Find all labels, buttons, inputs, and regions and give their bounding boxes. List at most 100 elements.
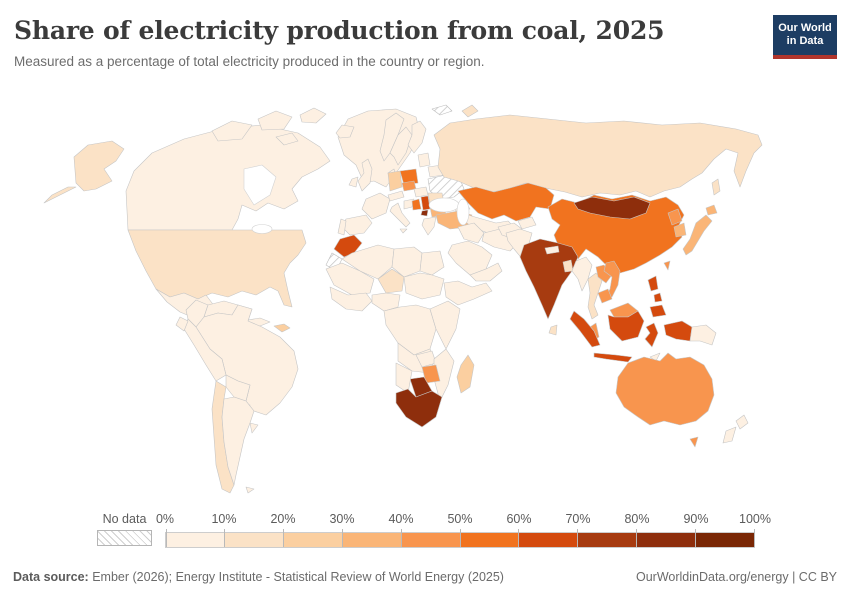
- country-bangladesh[interactable]: [562, 259, 574, 273]
- country-philippines-luzon[interactable]: [647, 275, 659, 292]
- country-yemen-oman[interactable]: [469, 262, 503, 282]
- country-algeria[interactable]: [341, 244, 395, 280]
- caspian-sea: [456, 198, 470, 226]
- country-india[interactable]: [519, 238, 579, 320]
- colorbar-bin-6[interactable]: [518, 533, 578, 547]
- owid-logo-line1: Our World: [778, 22, 832, 34]
- country-south-korea[interactable]: [673, 222, 687, 238]
- country-portugal[interactable]: [337, 218, 347, 236]
- country-canada-arctic-2[interactable]: [257, 110, 293, 131]
- country-greece[interactable]: [421, 216, 437, 236]
- country-argentina[interactable]: [221, 396, 255, 486]
- country-taiwan[interactable]: [663, 260, 671, 271]
- country-canada-arctic-3[interactable]: [299, 107, 327, 124]
- country-canada-arctic-4[interactable]: [275, 132, 299, 146]
- colorbar-bin-1[interactable]: [224, 533, 284, 547]
- country-finland[interactable]: [407, 120, 427, 154]
- colorbar-bin-8[interactable]: [636, 533, 696, 547]
- country-dominican-republic[interactable]: [273, 323, 291, 333]
- legend-no-data[interactable]: No data: [97, 512, 152, 546]
- country-sweden[interactable]: [389, 126, 413, 166]
- country-nigeria[interactable]: [371, 292, 401, 312]
- country-united-kingdom[interactable]: [357, 158, 373, 192]
- country-mongolia[interactable]: [573, 196, 651, 220]
- country-bosnia[interactable]: [411, 198, 422, 211]
- country-austria[interactable]: [387, 190, 405, 202]
- country-indonesia-sumatra[interactable]: [569, 310, 601, 348]
- country-uruguay[interactable]: [249, 422, 259, 434]
- country-united-states[interactable]: [127, 229, 307, 308]
- country-australia[interactable]: [615, 352, 715, 426]
- colorbar-bin-5[interactable]: [459, 533, 519, 547]
- country-mauritania-mali[interactable]: [325, 262, 375, 296]
- country-new-zealand-north[interactable]: [735, 414, 749, 430]
- no-data-swatch[interactable]: [97, 530, 152, 546]
- colorbar-tick-label: 50%: [447, 512, 473, 526]
- rights-link[interactable]: OurWorldinData.org/energy | CC BY: [635, 570, 837, 584]
- country-italy[interactable]: [389, 202, 411, 228]
- colorbar-bin-0[interactable]: [166, 533, 225, 547]
- country-philippines-mindanao[interactable]: [649, 304, 667, 318]
- colorbar-bin-2[interactable]: [283, 533, 343, 547]
- country-falklands[interactable]: [245, 486, 255, 494]
- colorbar-bin-3[interactable]: [342, 533, 402, 547]
- country-kyrgyzstan[interactable]: [517, 216, 537, 230]
- country-svalbard[interactable]: [431, 104, 453, 116]
- country-france[interactable]: [361, 192, 391, 220]
- country-ecuador[interactable]: [175, 316, 189, 332]
- country-sri-lanka[interactable]: [548, 324, 558, 336]
- country-kosovo[interactable]: [420, 209, 429, 217]
- country-cambodia[interactable]: [597, 288, 613, 304]
- country-germany[interactable]: [387, 170, 403, 192]
- country-indonesia-papua[interactable]: [663, 320, 693, 342]
- country-philippines-visayas[interactable]: [653, 292, 663, 303]
- country-laos[interactable]: [595, 264, 613, 284]
- country-ireland[interactable]: [348, 176, 359, 188]
- world-choropleth-map[interactable]: [0, 95, 850, 505]
- colorbar-bin-4[interactable]: [401, 533, 460, 547]
- country-iceland[interactable]: [335, 124, 355, 139]
- country-kazakhstan[interactable]: [457, 182, 555, 222]
- country-myanmar[interactable]: [571, 256, 593, 292]
- country-indonesia-kalimantan[interactable]: [607, 310, 645, 342]
- country-madagascar[interactable]: [456, 354, 475, 394]
- country-canada[interactable]: [125, 124, 331, 231]
- country-drc[interactable]: [383, 304, 437, 356]
- country-niger[interactable]: [377, 268, 405, 294]
- country-chad-sudan[interactable]: [403, 272, 445, 300]
- country-spain[interactable]: [341, 214, 373, 236]
- country-serbia[interactable]: [420, 195, 431, 211]
- country-japan-hokkaido[interactable]: [705, 204, 718, 216]
- country-novaya-zemlya[interactable]: [461, 104, 479, 118]
- country-nepal[interactable]: [544, 245, 560, 255]
- country-sakhalin[interactable]: [711, 178, 721, 196]
- country-new-zealand-south[interactable]: [722, 426, 737, 444]
- country-east-africa[interactable]: [429, 300, 461, 350]
- country-baltics[interactable]: [417, 152, 431, 168]
- owid-logo[interactable]: Our World in Data: [773, 15, 837, 59]
- country-alaska[interactable]: [73, 140, 125, 192]
- country-horn-of-africa[interactable]: [443, 280, 493, 306]
- country-egypt[interactable]: [419, 250, 445, 276]
- colorbar-bin-9[interactable]: [695, 533, 754, 547]
- country-alaska-tail[interactable]: [43, 186, 77, 204]
- country-tasmania[interactable]: [689, 436, 699, 448]
- data-source-label: Data source:: [13, 570, 89, 584]
- country-south-africa[interactable]: [395, 388, 443, 428]
- country-indonesia-java[interactable]: [593, 352, 633, 363]
- country-croatia[interactable]: [403, 198, 415, 210]
- country-west-africa[interactable]: [329, 286, 373, 312]
- country-japan-honshu[interactable]: [682, 214, 713, 256]
- country-indonesia-sulawesi[interactable]: [644, 322, 659, 348]
- country-peru[interactable]: [183, 318, 227, 382]
- country-sicily[interactable]: [399, 228, 408, 234]
- country-north-korea[interactable]: [667, 208, 683, 226]
- country-papua-new-guinea[interactable]: [689, 324, 717, 346]
- country-hungary[interactable]: [413, 186, 429, 198]
- colorbar-bin-7[interactable]: [577, 533, 637, 547]
- country-iraq-syria[interactable]: [457, 222, 485, 244]
- no-data-label: No data: [102, 512, 147, 526]
- country-canada-arctic-1[interactable]: [211, 120, 253, 142]
- colorbar-tick-label: 90%: [683, 512, 709, 526]
- colorbar[interactable]: [165, 529, 755, 548]
